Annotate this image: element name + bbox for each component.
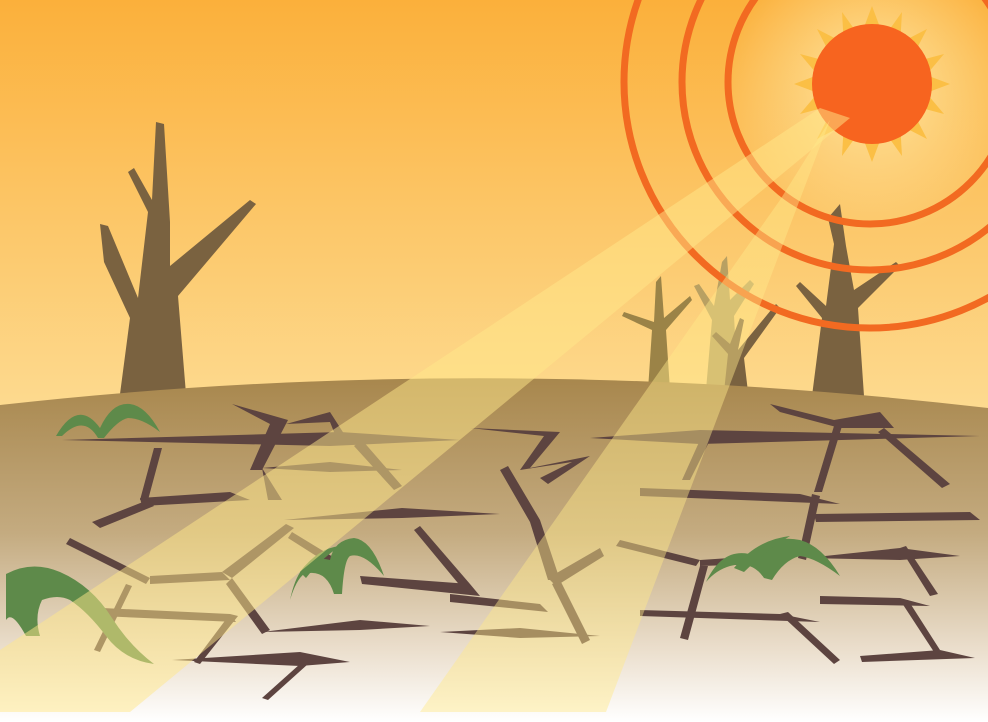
sprout-icon <box>56 403 160 438</box>
dead-tree-icon <box>100 122 256 394</box>
dead-tree-icon <box>796 204 900 396</box>
sprout-icon <box>290 538 384 600</box>
dead-tree-icon <box>622 276 692 390</box>
sprout-icon <box>706 536 840 582</box>
dead-tree-icon <box>712 304 780 392</box>
sun-icon <box>794 6 950 162</box>
dead-tree-icon <box>694 256 754 390</box>
cracked-ground <box>0 378 988 722</box>
heat-rings <box>620 0 988 332</box>
sunbeams <box>0 108 850 712</box>
